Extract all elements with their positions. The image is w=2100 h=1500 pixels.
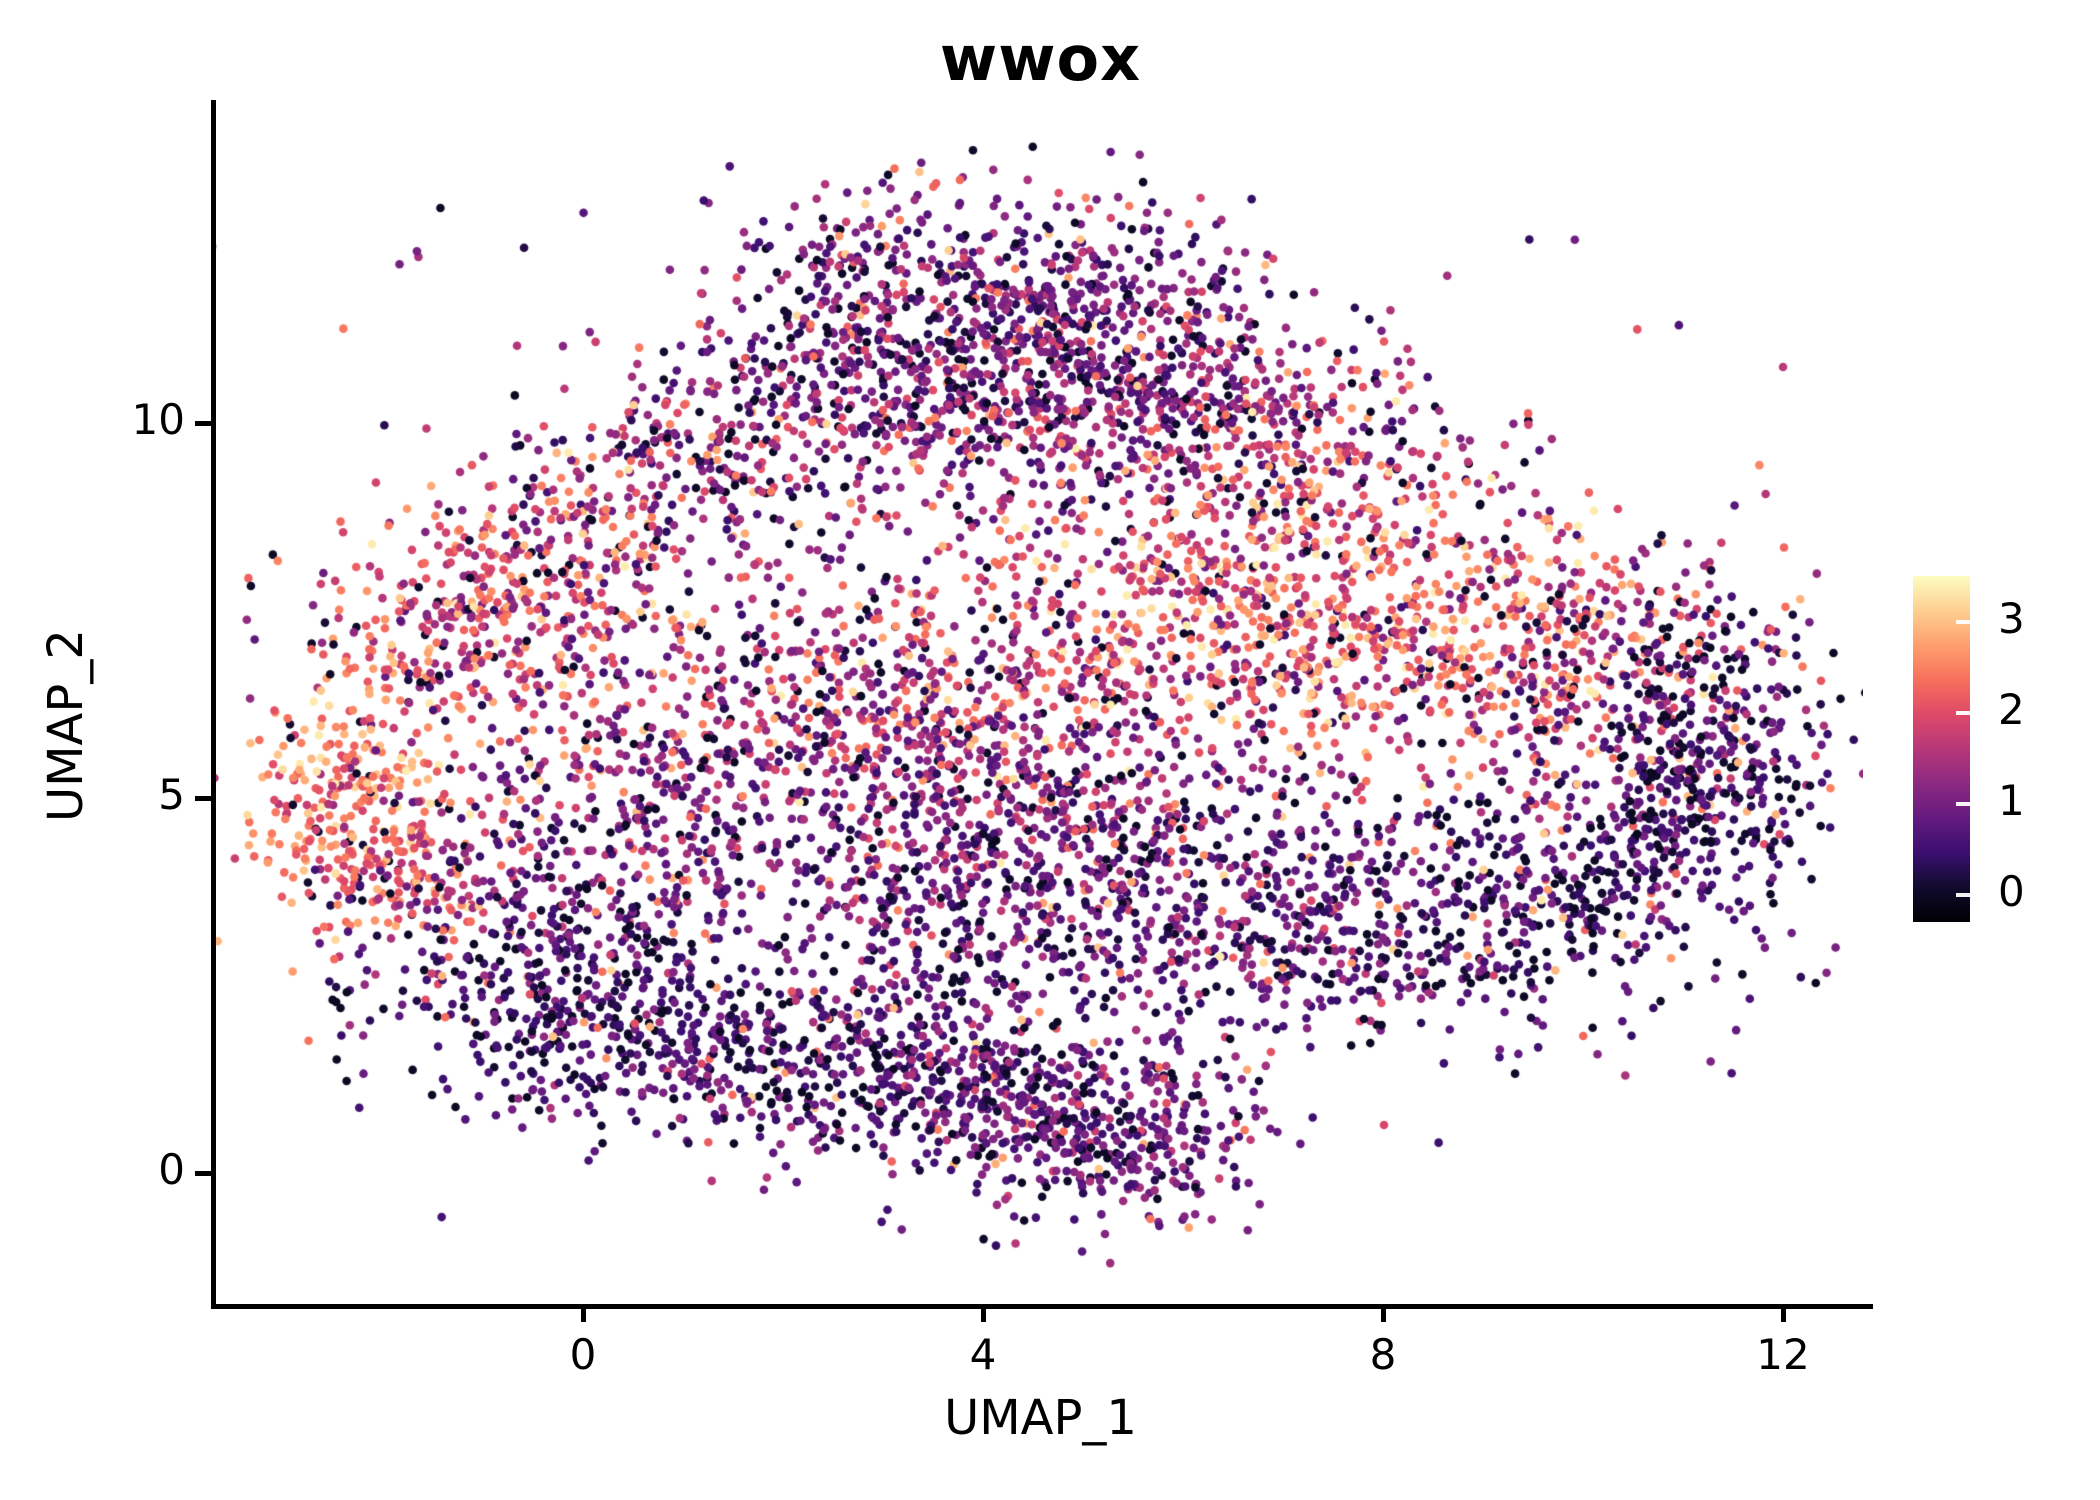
- colorbar-tick-label: 3: [1998, 593, 2025, 643]
- colorbar-tick-label: 1: [1998, 775, 2025, 825]
- y-tick: [195, 1170, 213, 1176]
- x-tick-label: 12: [1756, 1330, 1810, 1379]
- y-tick-label: 10: [131, 395, 185, 444]
- colorbar-tick: [1956, 710, 1970, 715]
- x-tick: [1380, 1304, 1386, 1322]
- colorbar-tick: [1956, 619, 1970, 624]
- y-tick-label: 5: [158, 770, 185, 819]
- x-axis-label: UMAP_1: [944, 1390, 1137, 1446]
- y-tick: [195, 795, 213, 801]
- colorbar-tick: [1956, 801, 1970, 806]
- y-tick-label: 0: [158, 1145, 185, 1194]
- x-tick-label: 4: [969, 1330, 997, 1379]
- colorbar-tick-label: 0: [1998, 866, 2025, 916]
- colorbar-tick: [1956, 892, 1970, 897]
- x-tick: [980, 1304, 986, 1322]
- axes-frame: [211, 100, 1873, 1309]
- plot-title: wwox: [939, 22, 1142, 95]
- umap-scatter-canvas: [213, 138, 1863, 1308]
- colorbar-tick-label: 2: [1998, 684, 2025, 734]
- x-tick: [580, 1304, 586, 1322]
- colorbar-gradient: [1913, 576, 1970, 922]
- x-tick-label: 8: [1369, 1330, 1397, 1379]
- x-tick-label: 0: [569, 1330, 597, 1379]
- y-tick: [195, 420, 213, 426]
- x-tick: [1780, 1304, 1786, 1322]
